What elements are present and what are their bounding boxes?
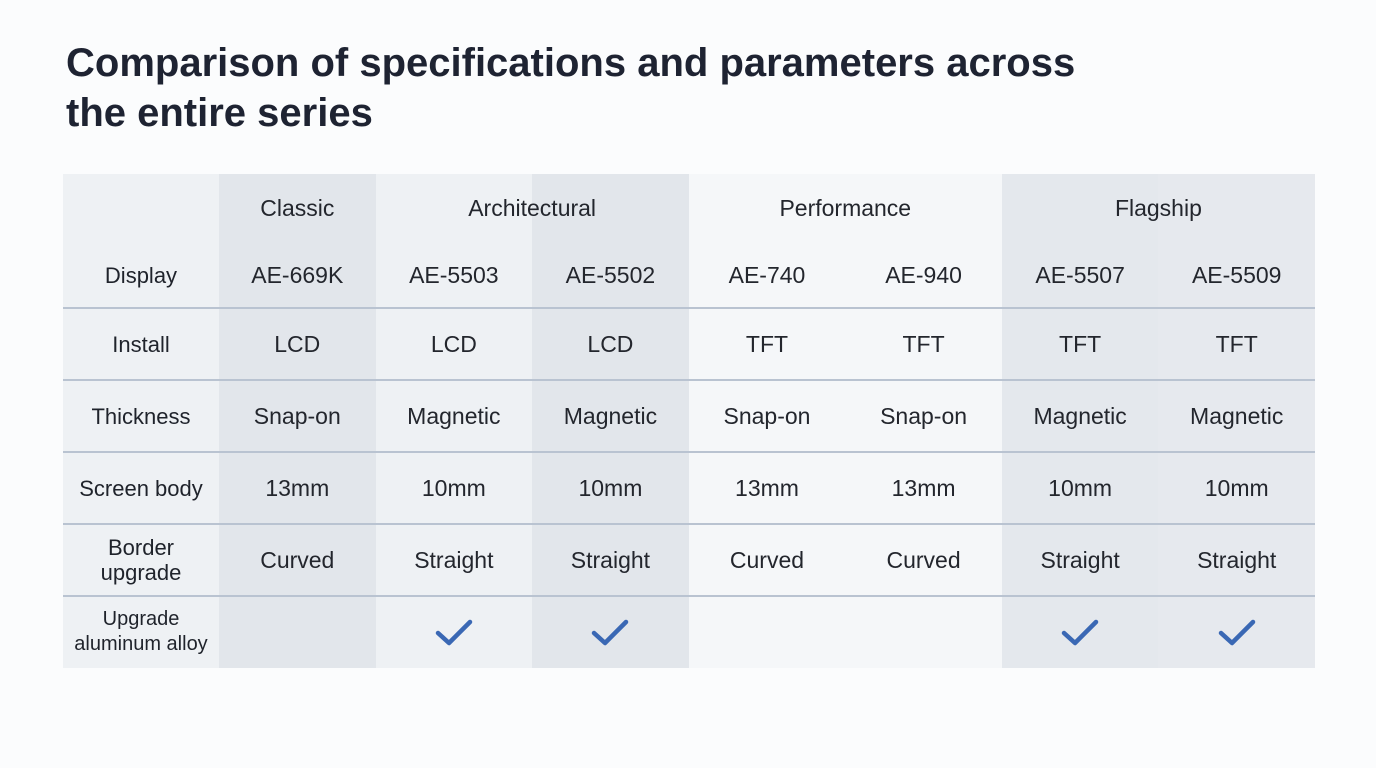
row-label: Screen body	[79, 475, 203, 501]
cell-value: Magnetic	[563, 402, 658, 429]
column-shade	[1001, 174, 1159, 668]
column-shade	[375, 174, 533, 668]
check-icon	[592, 619, 629, 646]
cell-value: Magnetic	[1190, 402, 1284, 429]
cell-value: Curved	[260, 546, 335, 573]
check-icon	[435, 619, 473, 646]
model-name: AE-669K	[251, 261, 344, 288]
cell-value: 10mm	[1048, 474, 1113, 501]
row-label: Install	[112, 331, 170, 357]
check-mark	[532, 596, 689, 668]
cell-value: 10mm	[421, 474, 486, 501]
cell-value: 13mm	[265, 474, 330, 501]
row-label: Thickness	[91, 403, 191, 429]
cell-value: Curved	[729, 546, 805, 573]
row-divider	[63, 523, 1315, 525]
cell-value: Magnetic	[1033, 402, 1127, 429]
row-label: Border upgrade	[100, 535, 182, 585]
cell-value: 10mm	[578, 474, 643, 501]
cell-value: 13mm	[735, 474, 799, 501]
check-mark	[376, 596, 533, 668]
cell-value: TFT	[1215, 330, 1258, 357]
column-shade	[1158, 174, 1315, 668]
check-icon	[1218, 619, 1255, 646]
column-shade	[219, 174, 376, 668]
row-divider	[63, 595, 1315, 597]
group-header: Architectural	[468, 194, 597, 221]
row-divider	[63, 451, 1315, 453]
column-shade	[532, 174, 689, 668]
cell-value: Snap-on	[880, 402, 968, 429]
model-name: AE-5509	[1191, 261, 1282, 288]
row-divider	[63, 379, 1315, 381]
cell-value: TFT	[1059, 330, 1102, 357]
group-header: Classic	[260, 194, 335, 221]
row-label: Display	[104, 262, 178, 288]
cell-value: Straight	[414, 546, 494, 573]
cell-value: Snap-on	[723, 402, 811, 429]
cell-value: TFT	[745, 330, 789, 357]
model-name: AE-5503	[409, 261, 499, 288]
check-mark	[1002, 596, 1159, 668]
cell-value: LCD	[274, 330, 321, 357]
cell-value: TFT	[902, 330, 945, 357]
check-mark	[1158, 596, 1315, 668]
cell-value: Magnetic	[407, 402, 501, 429]
column-shade	[688, 174, 846, 668]
cell-value: Straight	[1040, 546, 1120, 573]
cell-value: Snap-on	[253, 402, 341, 429]
check-icon	[1061, 619, 1099, 646]
row-divider	[63, 307, 1315, 309]
group-header: Performance	[779, 194, 912, 221]
cell-value: LCD	[430, 330, 477, 357]
row-label: Upgrade aluminum alloy	[74, 608, 208, 655]
cell-value: 10mm	[1204, 474, 1269, 501]
page-title: Comparison of specifications and paramet…	[66, 41, 1076, 135]
label-column	[63, 174, 219, 668]
cell-value: Straight	[1197, 546, 1277, 573]
cell-value: Straight	[570, 546, 651, 573]
cell-value: 13mm	[891, 474, 956, 501]
column-shade	[845, 174, 1002, 668]
cell-value: Curved	[886, 546, 961, 573]
model-name: AE-940	[885, 261, 962, 288]
model-name: AE-5507	[1035, 261, 1125, 288]
model-name: AE-5502	[565, 261, 656, 288]
model-name: AE-740	[728, 261, 806, 288]
spec-table: Classic AE-669K Architectural AE-5503 AE-550…	[63, 174, 1315, 668]
cell-value: LCD	[587, 330, 634, 357]
group-header: Flagship	[1114, 194, 1202, 221]
